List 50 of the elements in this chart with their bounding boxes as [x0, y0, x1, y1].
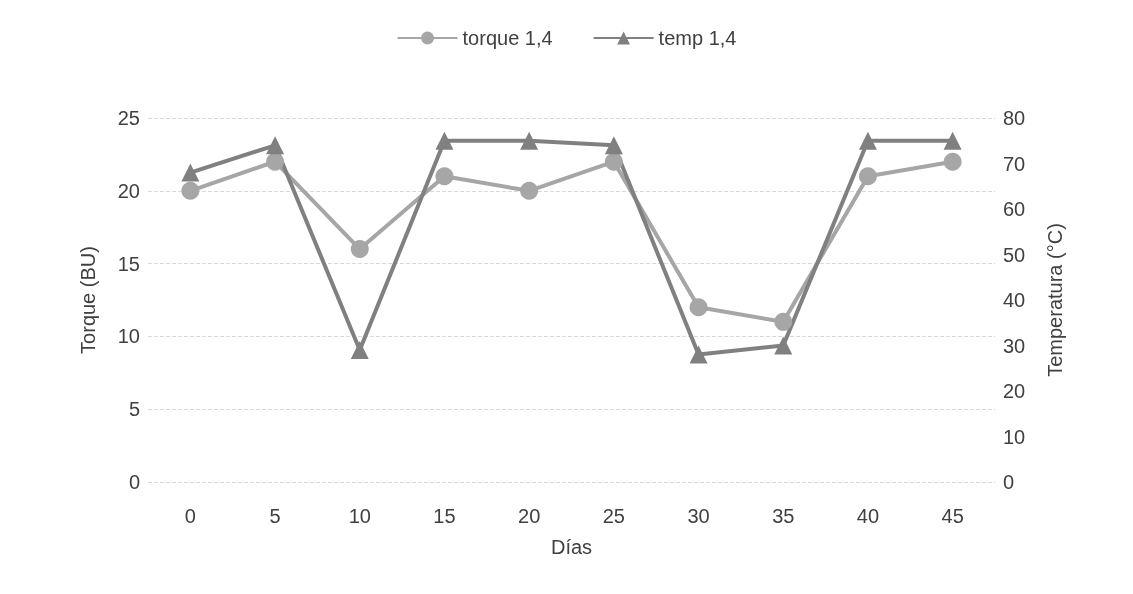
y2-tick-label: 80 — [1003, 107, 1026, 129]
y2-tick-label: 40 — [1003, 289, 1026, 311]
y-tick-label: 5 — [128, 398, 140, 421]
point — [689, 345, 708, 364]
y2-axis-title: Temperatura (°C) — [1044, 223, 1066, 377]
point — [266, 152, 285, 171]
y2-tick-label: 0 — [1003, 471, 1015, 493]
x-tick-label: 25 — [602, 505, 625, 527]
y-tick-label: 0 — [128, 471, 140, 493]
y-axis-title: Torque (BU) — [77, 246, 99, 354]
point — [520, 131, 539, 150]
y2-tick-label: 70 — [1003, 152, 1026, 175]
y-tick-label: 20 — [117, 179, 140, 202]
y-tick-label: 25 — [117, 107, 140, 129]
x-tick-label: 45 — [941, 505, 964, 527]
x-tick-label: 30 — [687, 505, 710, 527]
point — [774, 336, 793, 355]
point — [604, 152, 623, 171]
x-tick-label: 0 — [184, 505, 196, 527]
x-tick-label: 40 — [856, 505, 880, 527]
point — [266, 136, 285, 155]
point — [181, 163, 200, 182]
point — [520, 181, 539, 200]
x-tick-label: 15 — [433, 505, 456, 527]
point — [689, 298, 708, 317]
point — [858, 167, 877, 186]
point — [774, 312, 793, 331]
x-tick-label: 5 — [269, 505, 281, 527]
legend-label: torque 1,4 — [462, 27, 553, 49]
point — [435, 167, 454, 186]
x-tick-label: 20 — [518, 505, 541, 527]
point — [943, 152, 962, 171]
x-tick-label: 10 — [348, 505, 371, 527]
y2-tick-label: 30 — [1003, 334, 1026, 357]
y-tick-label: 15 — [117, 252, 140, 275]
x-tick-label: 35 — [772, 505, 795, 527]
y2-tick-label: 50 — [1003, 243, 1026, 266]
y2-tick-label: 10 — [1003, 425, 1026, 448]
point — [943, 131, 962, 150]
point — [604, 136, 623, 155]
y2-tick-label: 60 — [1003, 198, 1026, 220]
x-axis-title: Días — [550, 536, 593, 558]
point — [181, 181, 200, 200]
y2-tick-label: 20 — [1003, 380, 1026, 402]
legend-label: temp 1,4 — [658, 27, 737, 49]
point — [858, 131, 877, 150]
point — [350, 341, 369, 360]
point — [435, 131, 454, 150]
point — [350, 240, 369, 259]
y-tick-label: 10 — [117, 325, 140, 348]
